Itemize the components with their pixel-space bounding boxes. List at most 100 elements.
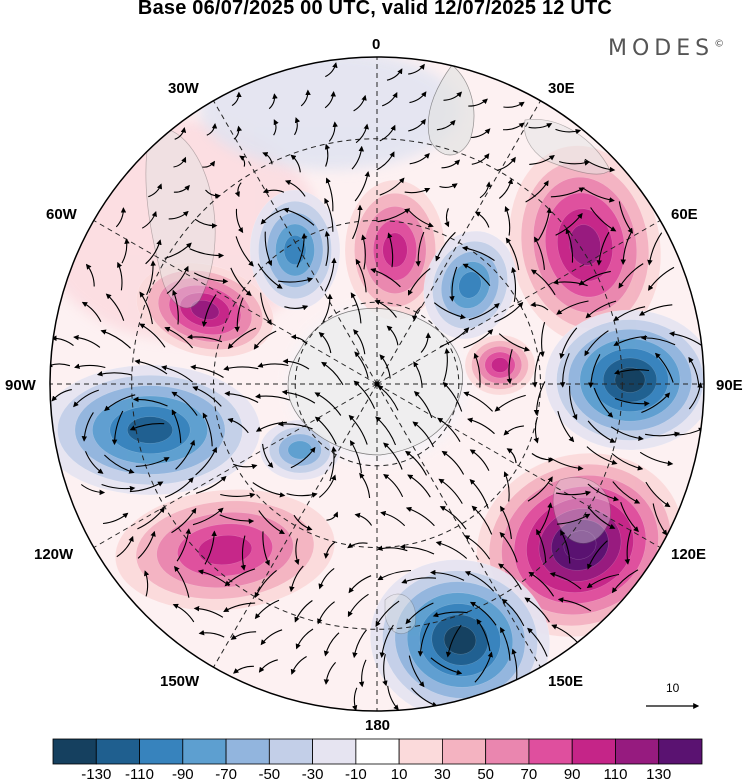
wind-vector <box>300 89 311 107</box>
anomaly-high-75e <box>464 334 536 396</box>
wind-vector <box>499 531 518 563</box>
wind-vector <box>254 599 280 620</box>
wind-vector <box>74 363 106 369</box>
lon-label-60w: 60W <box>46 206 77 223</box>
wind-vector <box>139 291 153 325</box>
wind-vector <box>137 507 165 530</box>
wind-vector <box>233 665 254 674</box>
wind-vector <box>405 602 434 625</box>
wind-vector <box>401 577 437 584</box>
wind-vector <box>647 266 675 291</box>
wind-vector <box>441 159 461 169</box>
wind-vector <box>590 207 617 232</box>
wind-vector <box>230 631 257 640</box>
wind-vector <box>262 443 274 469</box>
wind-vector <box>161 365 193 383</box>
wind-vector <box>556 300 589 315</box>
wind-vector <box>323 541 336 559</box>
wind-vector <box>411 305 423 322</box>
wind-vector <box>411 687 438 707</box>
wind-vector <box>230 267 252 297</box>
wind-vector <box>135 457 170 467</box>
wind-vector <box>253 330 277 350</box>
wind-vector <box>501 598 525 627</box>
wind-vector <box>318 474 337 498</box>
wind-vector <box>351 687 358 711</box>
wind-vector <box>441 450 465 475</box>
wind-vector <box>206 123 218 136</box>
wind-vector <box>654 352 674 383</box>
wind-vector <box>194 218 218 229</box>
wind-vector <box>164 326 194 349</box>
wind-vector <box>638 304 673 316</box>
wind-vector <box>382 653 388 687</box>
wind-vector <box>584 158 616 173</box>
wind-vector <box>175 439 196 470</box>
wind-vector <box>284 180 306 197</box>
wind-vector <box>537 207 552 241</box>
wind-vector <box>442 381 463 412</box>
wind-vector <box>354 512 373 526</box>
wind-vector <box>137 530 156 559</box>
wind-vector <box>325 177 334 212</box>
wind-vector <box>469 479 489 509</box>
wind-vector <box>417 622 430 657</box>
wind-vector <box>533 416 539 444</box>
wind-vector <box>531 352 541 388</box>
wind-vector <box>399 544 435 555</box>
wind-vector <box>350 292 362 324</box>
wind-vector <box>294 117 301 136</box>
wind-vector <box>235 236 254 267</box>
wind-vector <box>498 178 514 199</box>
wind-vector <box>379 124 396 142</box>
wind-vector <box>201 294 217 328</box>
wind-vector <box>433 302 466 320</box>
wind-vector <box>239 155 246 167</box>
wind-vector <box>560 529 571 564</box>
wind-vector <box>73 334 101 348</box>
wind-vector <box>355 258 367 293</box>
wind-vector <box>223 602 256 613</box>
wind-vector <box>282 358 310 370</box>
modes-logo: MODES© <box>608 36 724 61</box>
wind-vector <box>224 390 259 403</box>
wind-vector <box>464 535 491 560</box>
wind-vector <box>84 451 104 474</box>
wind-vector <box>439 327 470 348</box>
wind-vector <box>383 473 404 498</box>
wind-vector <box>618 201 634 234</box>
wind-vector <box>624 529 632 565</box>
wind-vector <box>325 62 338 78</box>
wind-vector <box>463 391 494 412</box>
wind-vector <box>233 125 243 140</box>
wind-vector <box>471 505 493 535</box>
wind-vector <box>173 156 187 168</box>
wind-vector <box>361 234 367 270</box>
wind-vector <box>260 629 283 646</box>
wind-vector <box>408 655 425 688</box>
wind-vectors <box>50 62 704 711</box>
wind-vector <box>585 300 617 319</box>
wind-vector <box>469 601 497 626</box>
wind-vector <box>290 334 308 345</box>
wind-vector <box>370 268 401 288</box>
wind-vector <box>474 211 490 228</box>
wind-vector <box>351 145 365 170</box>
wind-vector <box>100 329 131 349</box>
wind-vector <box>503 101 525 108</box>
wind-vector <box>293 514 313 531</box>
wind-vector <box>449 266 458 302</box>
wind-vector <box>377 385 399 411</box>
wind-vector <box>129 423 165 431</box>
wind-vector <box>415 231 425 267</box>
wind-vector <box>555 490 592 496</box>
wind-vector <box>141 210 157 229</box>
wind-vector <box>376 151 395 171</box>
wind-vector <box>614 369 650 375</box>
wind-vector <box>187 334 223 343</box>
wind-vector <box>358 659 367 688</box>
wind-vector <box>286 492 318 498</box>
wind-vector <box>192 386 222 407</box>
wind-vector <box>549 457 584 471</box>
wind-vector <box>524 597 550 623</box>
